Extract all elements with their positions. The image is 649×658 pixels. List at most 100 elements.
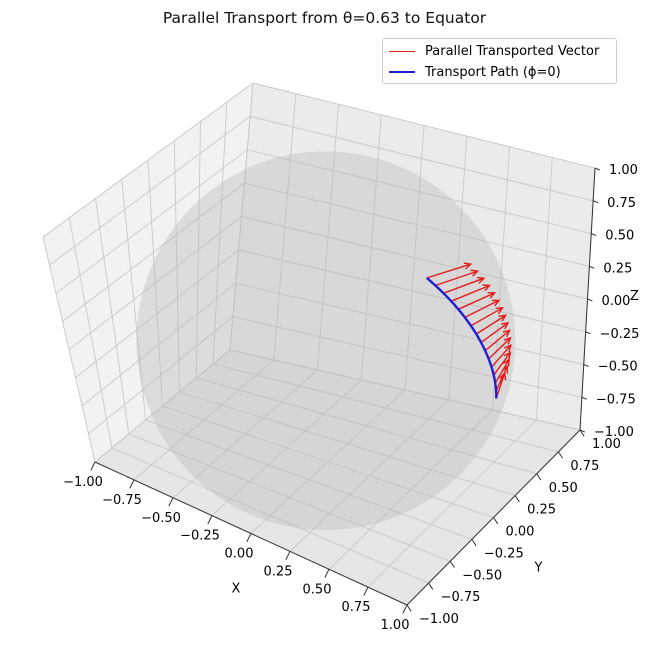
z-tick [581,396,587,400]
gridline [212,102,228,365]
z-tick-label: −1.00 [594,425,634,440]
axes-labels: X Y Z [232,289,640,597]
y-tick [579,429,585,437]
x-tick-label: 1.00 [381,618,410,633]
transport-vector [443,277,485,294]
vector-arrowhead [499,371,507,381]
chart-title: Parallel Transport from θ=0.63 to Equato… [162,9,487,27]
z-tick-label: 1.00 [609,163,638,178]
vector-arrowhead [503,351,512,360]
vector-arrowhead [482,284,491,292]
y-tick-label: 0.25 [527,503,556,518]
gridline [252,82,596,169]
z-tick-label: 0.75 [607,196,636,211]
y-tick-label: −0.50 [462,568,502,583]
y-tick [514,495,520,503]
gridline [241,216,588,300]
gridline [195,121,201,379]
transport-path [426,277,498,399]
z-axis-label: Z [630,289,639,304]
y-tick-label: 0.00 [506,525,535,540]
gridline [289,399,450,552]
y-tick [557,451,563,459]
y-tick-label: −1.00 [419,612,459,627]
x-tick [168,497,174,507]
vector-arrowhead [503,336,512,345]
z-tick-label: 0.50 [605,229,634,244]
transport-vector [491,344,512,368]
transport-vector [458,292,495,310]
gridline [229,349,581,431]
x-tick [129,479,135,489]
x-tick-label: −0.50 [141,511,181,526]
vector-arrowhead [495,306,505,314]
x-tick-label: −0.75 [102,493,142,508]
y-axis-label: Y [534,561,543,576]
transport-vector [493,352,511,376]
vector-arrowhead [487,292,497,299]
gridline [162,405,494,518]
vector-arrowhead [476,276,486,284]
axes-panes [42,81,596,606]
legend-swatch-vectors [389,50,415,52]
gridline [62,182,245,322]
gridline [492,146,510,411]
legend-label-vectors: Parallel Transported Vector [425,43,600,59]
z-tick [579,429,586,433]
transport-vector [475,314,507,335]
z-tick [585,331,591,335]
transport-vector [488,337,511,360]
x-tick [90,461,96,471]
gridline [367,419,537,588]
transport-vector [435,270,478,287]
x-axis-label: X [232,582,241,597]
gridline [179,391,516,497]
legend-label-path: Transport Path (ϕ=0) [425,64,561,80]
y-tick [536,473,542,481]
transport-vector [480,322,509,343]
y-tick-label: −0.25 [484,546,524,561]
x-tick-label: 0.75 [342,600,371,615]
z-tick-label: −0.75 [596,392,636,407]
sphere-surface [136,151,516,531]
x-tick-label: −0.25 [180,529,220,544]
gridline [68,216,242,350]
gridline [196,377,537,475]
gridline [247,149,592,234]
y-tick [493,517,499,525]
x-tick-label: 0.50 [303,582,332,597]
legend-entry-path: Transport Path (ϕ=0) [389,63,561,81]
transport-vector [484,329,511,352]
y-tick [406,604,412,612]
x-tick [207,515,213,525]
x-tick [363,586,369,596]
transport-vector [495,373,506,399]
vector-arrowhead [502,358,510,367]
y-tick-label: 1.00 [592,437,621,452]
gridline [55,149,248,294]
y-tick [428,582,434,590]
y-tick-label: −0.75 [441,590,481,605]
vector-arrowhead [491,299,501,307]
vector-arrowhead [463,262,473,270]
vector-arrowhead [498,314,508,322]
gridline [249,115,594,202]
axes-ticks: −1.00 −0.75 −0.50 −0.25 0.00 0.25 0.50 0.75 1.00… [63,163,639,633]
x-tick [285,551,291,560]
transport-vector [464,299,500,319]
vector-arrowhead [500,321,510,330]
legend: Parallel Transported Vector Transport Pa… [382,38,617,84]
gridline [535,157,553,421]
gridline [229,82,254,351]
z-tick-label: −0.50 [598,360,638,375]
vector-arrowhead [501,365,509,374]
x-tick [402,604,408,614]
z-tick [594,167,601,171]
z-tick [587,298,593,302]
legend-swatch-path [389,71,415,73]
z-tick [591,233,597,237]
y-tick [471,539,477,546]
z-tick-label: −0.25 [600,327,640,342]
legend-entry-vectors: Parallel Transported Vector [389,42,599,60]
